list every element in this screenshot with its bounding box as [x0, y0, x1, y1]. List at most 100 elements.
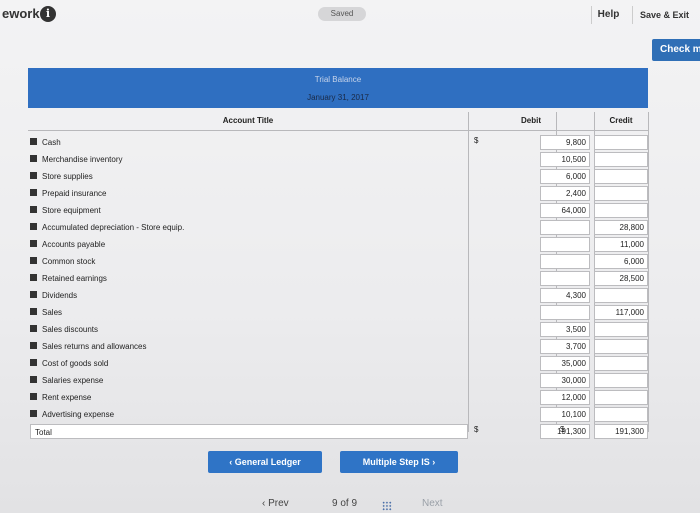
dropdown-marker-icon[interactable]: [30, 257, 37, 264]
dropdown-marker-icon[interactable]: [30, 223, 37, 230]
table-row: Cash $9,800: [28, 134, 648, 151]
debit-input[interactable]: 3,700: [540, 339, 590, 354]
debit-input[interactable]: 6,000: [540, 169, 590, 184]
dropdown-marker-icon[interactable]: [30, 359, 37, 366]
dropdown-marker-icon[interactable]: [30, 138, 37, 145]
credit-input[interactable]: [594, 135, 648, 150]
debit-input[interactable]: 2,400: [540, 186, 590, 201]
info-icon[interactable]: i: [40, 6, 56, 22]
trial-balance-header: Trial Balance January 31, 2017: [28, 68, 648, 108]
credit-input[interactable]: [594, 288, 648, 303]
account-title-cell[interactable]: Cash: [42, 138, 61, 147]
account-title-cell[interactable]: Prepaid insurance: [42, 189, 107, 198]
credit-input[interactable]: [594, 203, 648, 218]
debit-input[interactable]: [540, 254, 590, 269]
debit-input[interactable]: 10,500: [540, 152, 590, 167]
credit-input[interactable]: 6,000: [594, 254, 648, 269]
app-name: ework: [2, 6, 40, 21]
debit-header: Debit: [521, 116, 541, 125]
credit-input[interactable]: [594, 152, 648, 167]
dropdown-marker-icon[interactable]: [30, 308, 37, 315]
debit-input[interactable]: [540, 271, 590, 286]
account-title-cell[interactable]: Store supplies: [42, 172, 93, 181]
total-row: Total $191,300 $191,300: [28, 423, 648, 440]
account-title-header: Account Title: [222, 116, 274, 125]
credit-input[interactable]: [594, 407, 648, 422]
dropdown-marker-icon[interactable]: [30, 240, 37, 247]
prev-button[interactable]: ‹ Prev: [262, 498, 289, 509]
table-row: Sales discounts 3,500: [28, 321, 648, 338]
multiple-step-is-button[interactable]: Multiple Step IS ›: [340, 451, 458, 473]
table-row: Common stock 6,000: [28, 253, 648, 270]
debit-input[interactable]: [540, 220, 590, 235]
debit-input[interactable]: [540, 305, 590, 320]
help-button[interactable]: Help: [591, 6, 625, 24]
account-title-cell[interactable]: Rent expense: [42, 393, 92, 402]
top-bar: ework i Saved Help Save & Exit: [0, 0, 700, 32]
dropdown-marker-icon[interactable]: [30, 189, 37, 196]
dropdown-marker-icon[interactable]: [30, 206, 37, 213]
debit-currency-symbol: $: [474, 136, 479, 145]
debit-input[interactable]: 9,800: [540, 135, 590, 150]
dropdown-marker-icon[interactable]: [30, 325, 37, 332]
table-row: Prepaid insurance 2,400: [28, 185, 648, 202]
check-my-work-button[interactable]: Check m: [652, 39, 700, 61]
dropdown-marker-icon[interactable]: [30, 410, 37, 417]
account-title-cell[interactable]: Sales discounts: [42, 325, 99, 334]
account-title-cell[interactable]: Store equipment: [42, 206, 101, 215]
debit-input[interactable]: 10,100: [540, 407, 590, 422]
account-title-cell[interactable]: Advertising expense: [42, 410, 115, 419]
page-indicator: 9 of 9: [332, 498, 358, 509]
dropdown-marker-icon[interactable]: [30, 342, 37, 349]
credit-input[interactable]: [594, 373, 648, 388]
account-title-cell[interactable]: Sales: [42, 308, 63, 317]
table-row: Dividends 4,300: [28, 287, 648, 304]
table-row: Rent expense 12,000: [28, 389, 648, 406]
account-title-cell[interactable]: Merchandise inventory: [42, 155, 123, 164]
dropdown-marker-icon[interactable]: [30, 393, 37, 400]
debit-input[interactable]: 35,000: [540, 356, 590, 371]
account-title-cell[interactable]: Common stock: [42, 257, 96, 266]
credit-input[interactable]: [594, 390, 648, 405]
dropdown-marker-icon[interactable]: [30, 376, 37, 383]
next-button[interactable]: Next: [422, 498, 443, 509]
header-divider: [28, 130, 648, 131]
table-row: Merchandise inventory 10,500: [28, 151, 648, 168]
page-grid-icon[interactable]: [382, 501, 392, 511]
account-title-cell[interactable]: Sales returns and allowances: [42, 342, 147, 351]
credit-input[interactable]: 11,000: [594, 237, 648, 252]
dropdown-marker-icon[interactable]: [30, 274, 37, 281]
credit-input[interactable]: [594, 322, 648, 337]
credit-input[interactable]: 28,500: [594, 271, 648, 286]
account-title-cell[interactable]: Salaries expense: [42, 376, 104, 385]
account-title-cell[interactable]: Accumulated depreciation - Store equip.: [42, 223, 185, 232]
table-row: Store equipment 64,000: [28, 202, 648, 219]
debit-input[interactable]: 30,000: [540, 373, 590, 388]
account-title-cell[interactable]: Accounts payable: [42, 240, 106, 249]
table-row: Advertising expense 10,100: [28, 406, 648, 423]
credit-input[interactable]: [594, 169, 648, 184]
credit-input[interactable]: 117,000: [594, 305, 648, 320]
debit-input[interactable]: 64,000: [540, 203, 590, 218]
debit-input[interactable]: [540, 237, 590, 252]
dropdown-marker-icon[interactable]: [30, 172, 37, 179]
credit-input[interactable]: [594, 339, 648, 354]
account-title-cell[interactable]: Dividends: [42, 291, 78, 300]
table-row: Accounts payable 11,000: [28, 236, 648, 253]
account-title-cell[interactable]: Cost of goods sold: [42, 359, 109, 368]
account-title-cell[interactable]: Retained earnings: [42, 274, 107, 283]
dropdown-marker-icon[interactable]: [30, 155, 37, 162]
credit-input[interactable]: [594, 186, 648, 201]
credit-header: Credit: [609, 116, 633, 125]
debit-input[interactable]: 3,500: [540, 322, 590, 337]
save-exit-button[interactable]: Save & Exit: [632, 6, 696, 24]
debit-input[interactable]: 4,300: [540, 288, 590, 303]
debit-currency-symbol: $: [474, 425, 479, 434]
credit-input[interactable]: [594, 356, 648, 371]
dropdown-marker-icon[interactable]: [30, 291, 37, 298]
table-row: Store supplies 6,000: [28, 168, 648, 185]
debit-input[interactable]: 12,000: [540, 390, 590, 405]
trial-balance-table: Account Title Debit Credit Cash $9,800 Mer…: [28, 112, 649, 439]
general-ledger-button[interactable]: ‹ General Ledger: [208, 451, 322, 473]
credit-input[interactable]: 28,800: [594, 220, 648, 235]
